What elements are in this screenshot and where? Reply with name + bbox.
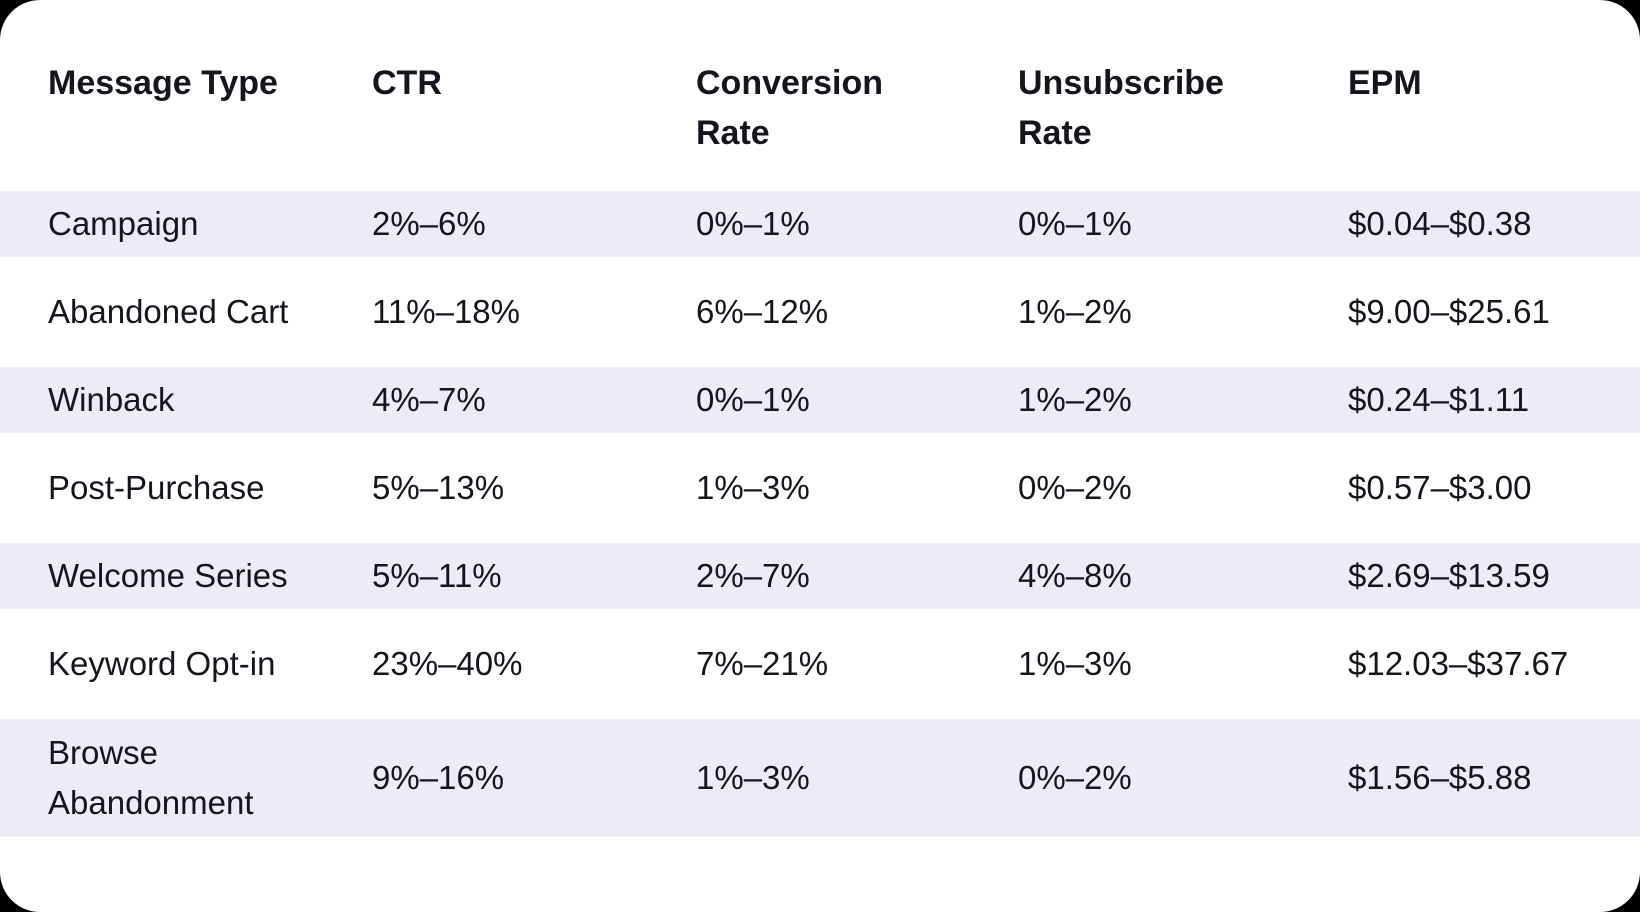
column-header-unsubscribe-rate: Unsubscribe Rate [1018, 58, 1348, 158]
table-row-campaign: Campaign 2%–6% 0%–1% 0%–1% $0.04–$0.38 [0, 191, 1640, 257]
column-header-label-line1: Conversion [696, 64, 884, 102]
cell-ctr: 4%–7% [372, 381, 486, 418]
column-header-label: Message Type [48, 64, 278, 102]
cell-conversion-rate: 0%–1% [696, 381, 810, 418]
column-header-label-line1: Unsubscribe [1018, 64, 1224, 102]
cell-epm: $1.56–$5.88 [1348, 759, 1532, 796]
cell-epm: $0.57–$3.00 [1348, 469, 1532, 506]
table-row-winback: Winback 4%–7% 0%–1% 1%–2% $0.24–$1.11 [0, 367, 1640, 433]
table-row-abandoned-cart: Abandoned Cart 11%–18% 6%–12% 1%–2% $9.0… [0, 268, 1640, 356]
cell-label-line2: Abandonment [48, 784, 254, 821]
cell-message-type: Post-Purchase [48, 469, 265, 506]
cell-epm: $12.03–$37.67 [1348, 645, 1569, 682]
table-row-welcome-series: Welcome Series 5%–11% 2%–7% 4%–8% $2.69–… [0, 543, 1640, 609]
column-header-message-type: Message Type [48, 58, 372, 108]
cell-ctr: 11%–18% [372, 293, 521, 330]
cell-conversion-rate: 6%–12% [696, 293, 829, 330]
cell-unsubscribe-rate: 1%–2% [1018, 293, 1132, 330]
cell-message-type: Browse Abandonment [48, 728, 372, 828]
table-header-row: Message Type CTR Conversion Rate Unsubsc… [0, 0, 1640, 180]
cell-unsubscribe-rate: 4%–8% [1018, 557, 1132, 594]
column-header-conversion-rate: Conversion Rate [696, 58, 1018, 158]
cell-conversion-rate: 1%–3% [696, 469, 810, 506]
cell-message-type: Abandoned Cart [48, 293, 289, 330]
cell-unsubscribe-rate: 0%–2% [1018, 759, 1132, 796]
cell-ctr: 2%–6% [372, 205, 486, 242]
cell-epm: $0.24–$1.11 [1348, 381, 1530, 418]
cell-conversion-rate: 2%–7% [696, 557, 810, 594]
cell-epm: $9.00–$25.61 [1348, 293, 1550, 330]
table-row-browse-abandonment: Browse Abandonment 9%–16% 1%–3% 0%–2% $1… [0, 719, 1640, 837]
cell-epm: $2.69–$13.59 [1348, 557, 1550, 594]
cell-message-type: Winback [48, 381, 175, 418]
cell-message-type: Welcome Series [48, 557, 288, 594]
cell-message-type: Keyword Opt-in [48, 645, 276, 682]
cell-ctr: 9%–16% [372, 759, 505, 796]
column-header-epm: EPM [1348, 58, 1600, 108]
cell-unsubscribe-rate: 0%–2% [1018, 469, 1132, 506]
table-row-post-purchase: Post-Purchase 5%–13% 1%–3% 0%–2% $0.57–$… [0, 444, 1640, 532]
table-row-keyword-opt-in: Keyword Opt-in 23%–40% 7%–21% 1%–3% $12.… [0, 620, 1640, 708]
cell-conversion-rate: 7%–21% [696, 645, 829, 682]
cell-unsubscribe-rate: 1%–2% [1018, 381, 1132, 418]
column-header-ctr: CTR [372, 58, 696, 108]
cell-unsubscribe-rate: 1%–3% [1018, 645, 1132, 682]
cell-ctr: 5%–13% [372, 469, 505, 506]
cell-epm: $0.04–$0.38 [1348, 205, 1532, 242]
cell-ctr: 5%–11% [372, 557, 502, 594]
cell-label-line1: Browse [48, 734, 159, 771]
cell-unsubscribe-rate: 0%–1% [1018, 205, 1132, 242]
cell-message-type: Campaign [48, 205, 199, 242]
cell-conversion-rate: 0%–1% [696, 205, 810, 242]
cell-conversion-rate: 1%–3% [696, 759, 810, 796]
column-header-label: CTR [372, 64, 442, 102]
cell-ctr: 23%–40% [372, 645, 523, 682]
column-header-label-line2: Rate [1018, 114, 1092, 152]
column-header-label: EPM [1348, 64, 1422, 102]
column-header-label-line2: Rate [696, 114, 770, 152]
